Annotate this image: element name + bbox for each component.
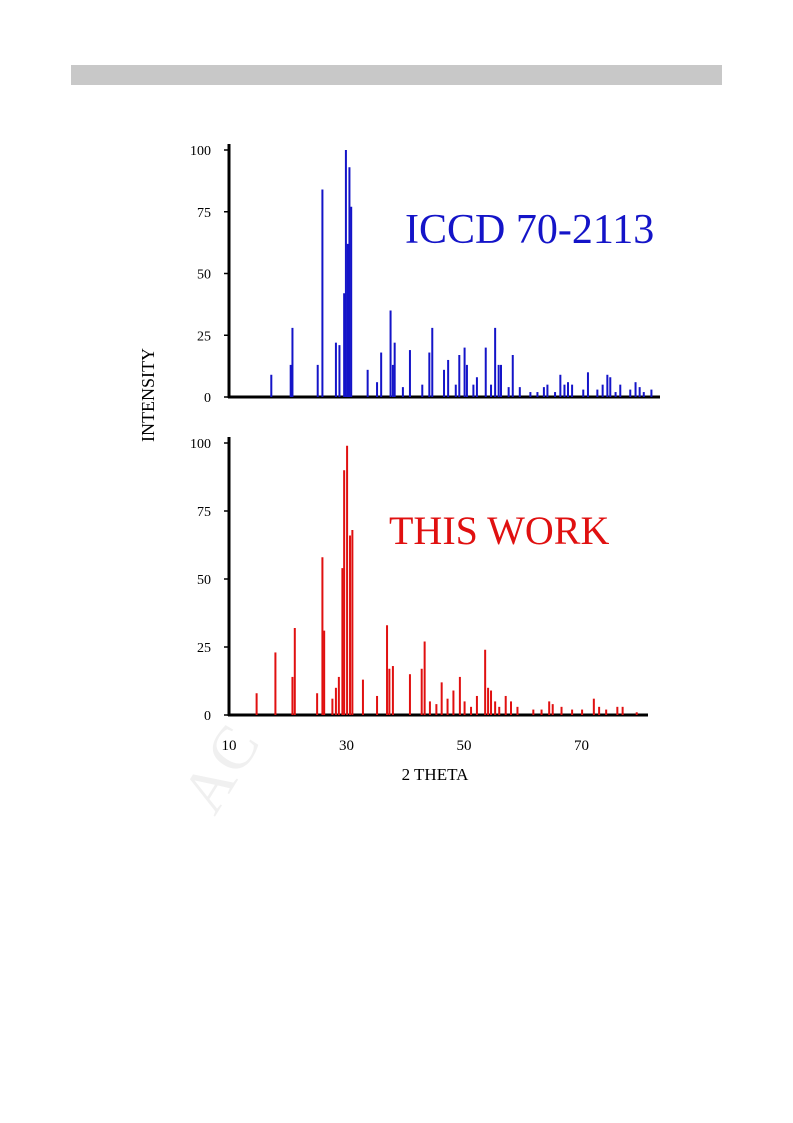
y-tick-label: 50 — [197, 268, 211, 283]
x-tick-label: 70 — [574, 738, 589, 754]
y-tick-label: 0 — [204, 709, 211, 724]
panel-this-work: 0 25 50 75 100 THIS WORK — [190, 437, 648, 724]
x-tick-label: 10 — [222, 738, 237, 754]
header-bar — [71, 65, 722, 85]
x-tick-label: 50 — [457, 738, 472, 754]
y-tick-label: 100 — [190, 144, 211, 159]
y-tick-label: 25 — [197, 641, 211, 656]
x-axis-label: 2 THETA — [402, 765, 470, 784]
y-tick-label: 25 — [197, 329, 211, 344]
x-ticks: 10 30 50 70 — [222, 738, 590, 754]
y-tick-label: 75 — [197, 505, 211, 520]
y-tick-label: 75 — [197, 206, 211, 221]
y-axis-label: INTENSITY — [138, 348, 158, 442]
x-tick-label: 30 — [339, 738, 354, 754]
y-tick-label: 0 — [204, 391, 211, 406]
panel-label: THIS WORK — [389, 508, 609, 553]
panel-icdd: 0 25 50 75 100 ICCD 70-2113 — [190, 144, 660, 406]
y-tick-label: 50 — [197, 573, 211, 588]
y-tick-label: 100 — [190, 437, 211, 452]
panel-label: ICCD 70-2113 — [405, 207, 654, 253]
